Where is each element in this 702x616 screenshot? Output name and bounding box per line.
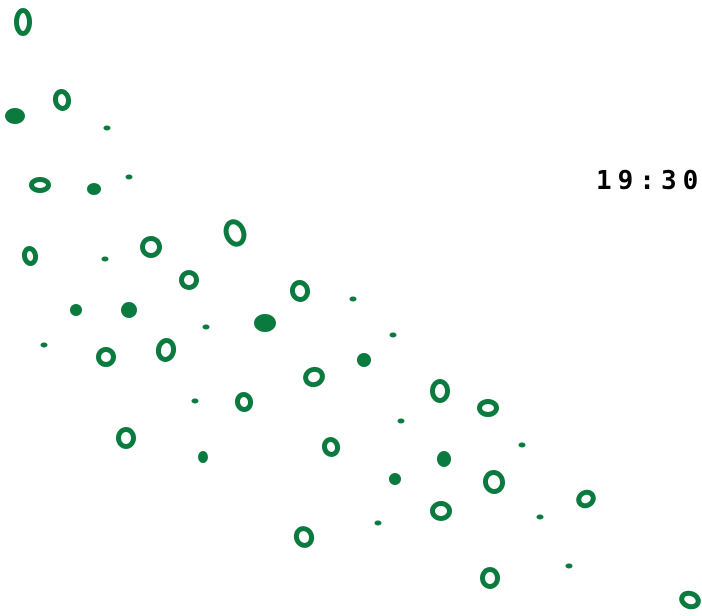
ring-blob	[430, 379, 450, 403]
ring-blob	[480, 567, 500, 589]
ring-blob	[293, 526, 315, 548]
dot-blob	[389, 332, 397, 338]
dot-blob	[191, 398, 199, 404]
ring-blob	[14, 8, 32, 36]
dot-blob	[397, 418, 405, 424]
dot-blob	[202, 324, 210, 330]
ring-blob	[482, 470, 506, 494]
ring-blob	[289, 280, 311, 302]
ring-blob	[155, 338, 177, 362]
ring-blob	[116, 427, 136, 449]
ring-blob	[430, 501, 452, 521]
ring-blob	[303, 366, 325, 388]
ring-blob	[576, 489, 596, 509]
ring-blob	[234, 392, 254, 412]
ring-blob	[223, 219, 247, 247]
dot-blob	[349, 296, 357, 302]
solid-blob	[5, 108, 25, 124]
ring-blob	[52, 89, 72, 111]
solid-blob	[121, 302, 137, 318]
ring-blob	[179, 270, 199, 290]
dot-blob	[565, 563, 573, 569]
ring-blob	[140, 236, 162, 258]
solid-blob	[87, 183, 101, 195]
solid-blob	[357, 353, 371, 367]
solid-blob	[437, 451, 451, 467]
dot-blob	[518, 442, 526, 448]
dot-blob	[103, 125, 111, 131]
dot-blob	[101, 256, 109, 262]
ring-blob	[29, 177, 51, 193]
solid-blob	[70, 304, 82, 316]
dot-blob	[40, 342, 48, 348]
ring-blob	[477, 399, 499, 417]
solid-blob	[389, 473, 401, 485]
dot-blob	[536, 514, 544, 520]
clock-time: 19:30	[596, 166, 702, 196]
ring-blob	[679, 590, 701, 610]
ring-blob	[96, 347, 116, 367]
ring-blob	[21, 246, 39, 266]
solid-blob	[254, 314, 276, 332]
ring-blob	[321, 437, 341, 457]
dot-blob	[125, 174, 133, 180]
solid-blob	[198, 451, 208, 463]
dot-blob	[374, 520, 382, 526]
